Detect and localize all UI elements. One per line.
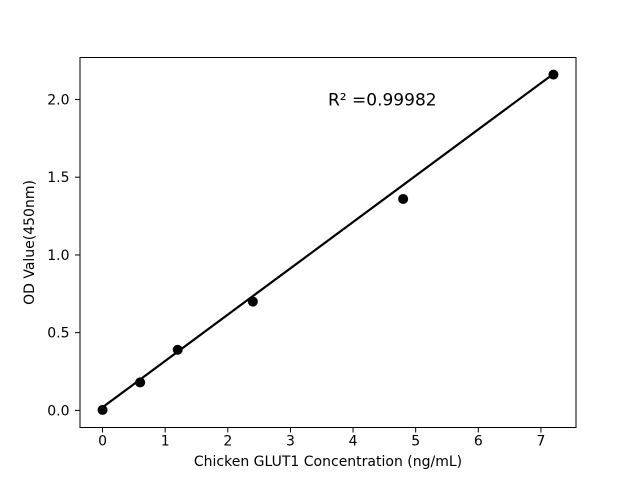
- y-tick-label: 0.5: [47, 326, 69, 342]
- x-axis-ticks: 0 1 2 3 4 5 6 7: [98, 427, 545, 450]
- x-axis-label: Chicken GLUT1 Concentration (ng/mL): [194, 454, 462, 470]
- y-tick-label: 0.0: [47, 403, 69, 419]
- y-axis-label: OD Value(450nm): [22, 180, 38, 305]
- y-axis-ticks: 0.0 0.5 1.0 1.5 2.0: [47, 92, 80, 419]
- data-point: [97, 404, 108, 415]
- data-point: [398, 193, 409, 204]
- x-tick-label: 0: [98, 434, 107, 450]
- plot-area: [79, 57, 577, 428]
- y-tick-label: 1.0: [47, 248, 69, 264]
- x-tick-label: 2: [223, 434, 232, 450]
- x-tick-label: 7: [536, 434, 545, 450]
- x-tick-label: 3: [286, 434, 295, 450]
- data-point: [548, 69, 559, 80]
- fit-line: [101, 72, 555, 409]
- x-tick-label: 5: [411, 434, 420, 450]
- r-squared-annotation: R² =0.99982: [328, 91, 437, 111]
- x-tick-label: 1: [161, 434, 170, 450]
- x-tick-label: 4: [349, 434, 358, 450]
- data-point: [247, 296, 258, 307]
- data-point: [135, 377, 146, 388]
- data-point: [172, 344, 183, 355]
- y-tick-label: 1.5: [47, 170, 69, 186]
- x-tick-label: 6: [474, 434, 483, 450]
- y-tick-label: 2.0: [47, 92, 69, 108]
- data-series-layer: [97, 69, 559, 415]
